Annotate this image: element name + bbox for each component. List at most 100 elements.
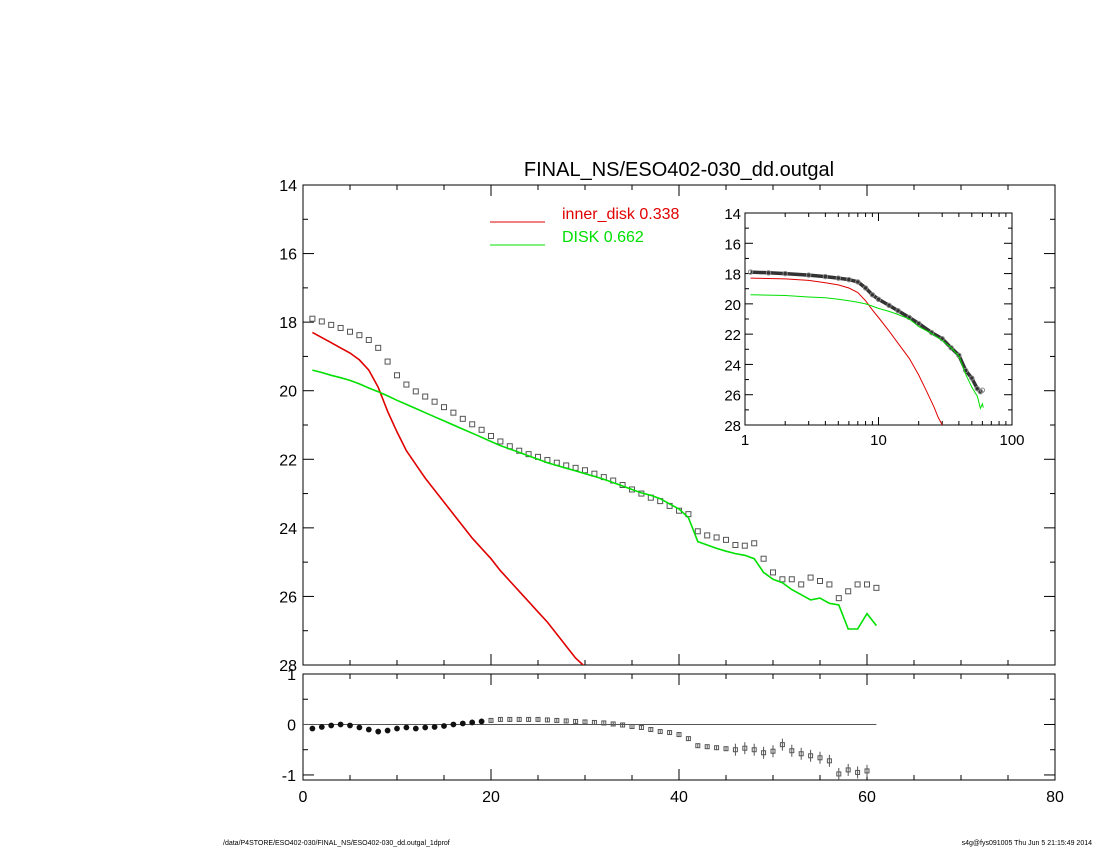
main-data-point [864,581,870,588]
main-data-point [375,344,382,351]
main-profile-panel: 14 16 18 20 22 24 26 28 inner_disk 0.338 DISK 0.6… [279,178,1056,675]
inset-data-point [846,276,852,283]
resid-data-point [573,718,579,724]
resid-xtick-label: 20 [482,789,500,806]
main-data-point [704,532,711,539]
main-data-point [723,536,729,543]
main-data-point [356,332,363,339]
inset-data-point [895,307,901,314]
resid-data-point [309,725,316,732]
footer-file-path: /data/P4STORE/ESO402-030/FINAL_NS/ESO402… [223,840,450,847]
main-data-point [412,388,419,395]
resid-data-point [620,722,626,728]
resid-data-point [459,720,466,727]
resid-data-point [507,716,513,722]
resid-data-point [544,717,550,723]
inset-ytick-label: 18 [724,267,741,284]
inset-profile-panel: 14 16 18 20 22 24 26 281 10 100 [724,206,1024,449]
inset-data-point [969,375,975,381]
resid-data-point [535,716,541,722]
inset-xtick-label: 1 [741,432,749,449]
inset-data-point [875,296,882,303]
main-ytick-label: 22 [279,452,297,469]
inset-disk-line [750,294,984,410]
inset-data-point [855,279,861,285]
resid-data-point [441,723,447,729]
main-data-point [337,324,344,331]
resid-data-point [412,725,419,732]
main-data-point [713,534,720,541]
main-data-point [817,578,823,584]
main-inner_disk-line [312,331,585,665]
inset-data-point [963,367,969,374]
resid-data-point [328,722,335,729]
inset-data-point [869,292,876,298]
resid-data-point [770,748,776,754]
main-data-point [365,336,372,343]
inset-data-point [974,385,981,392]
resid-data-point [817,755,823,761]
main-data-point [328,321,335,328]
main-data-point [469,421,476,428]
main-data-point [798,581,805,588]
resid-data-point [657,729,663,735]
main-data-point [826,581,833,588]
resid-data-point [478,718,485,725]
resid-data-point [704,744,710,750]
resid-data-point [779,742,785,748]
resid-ytick-label: 0 [287,717,296,734]
resid-data-point [864,768,870,774]
resid-data-point [629,723,635,729]
main-data-point [347,328,353,335]
resid-data-point [394,725,400,732]
resid-data-point [431,724,438,730]
main-data-point [441,404,447,411]
main-data-point [431,398,438,405]
inset-xtick-label: 100 [999,432,1024,449]
resid-data-point [845,767,851,773]
resid-data-point [365,726,372,733]
resid-ytick-label: 1 [287,667,296,684]
inset-plot-frame [744,212,1013,426]
main-disk-line [312,369,878,630]
main-data-point [854,581,861,588]
main-data-point [488,432,494,439]
main-data-point [394,372,400,379]
inset-data-point [956,352,962,359]
resid-data-point [742,745,748,751]
main-ytick-label: 28 [279,658,297,675]
inset-ytick-label: 26 [724,388,741,405]
inset-ytick-label: 28 [724,418,741,435]
inset-data-point [948,345,954,351]
resid-data-point [836,771,842,777]
footer-timestamp: s4g@fys091005 Thu Jun 5 21:15:49 2014 [961,840,1092,847]
resid-data-point [808,753,814,759]
main-ytick-label: 16 [279,247,297,264]
main-ytick-label: 18 [279,315,297,332]
chart-title: FINAL_NS/ESO402-030_dd.outgal [524,159,834,181]
resid-data-point [563,718,569,724]
main-data-point [450,409,457,416]
main-ytick-label: 26 [279,589,297,606]
inset-data-point [835,275,842,281]
resid-xtick-label: 0 [299,789,308,806]
legend-label: DISK 0.662 [562,229,644,246]
main-data-point [422,393,429,400]
main-data-point [845,588,852,595]
resid-data-point [469,719,476,726]
main-data-point [873,584,880,591]
main-data-point [751,540,758,547]
resid-data-point [488,717,494,723]
inset-xtick-label: 10 [870,432,887,449]
resid-data-point [601,720,607,726]
main-data-point [732,542,739,548]
inset-data-point [906,314,912,321]
main-data-point [741,542,748,549]
resid-data-point [761,750,767,756]
inset-inner_disk-line [750,277,943,425]
resid-data-point [826,758,832,764]
inset-data-point [915,320,922,327]
main-data-point [835,595,842,602]
resid-data-point [667,730,673,736]
